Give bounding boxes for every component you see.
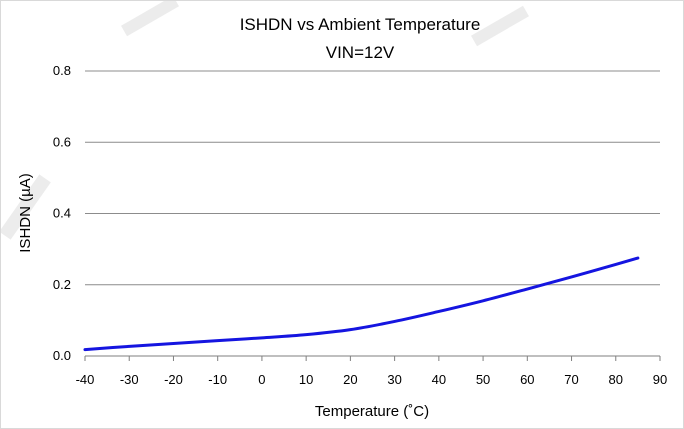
x-tick-label: 30 xyxy=(387,372,401,387)
x-tick-label: -10 xyxy=(208,372,227,387)
x-axis-label: Temperature (˚C) xyxy=(315,403,429,420)
y-tick-label: 0.2 xyxy=(53,277,71,292)
x-tick-label: 20 xyxy=(343,372,357,387)
x-tick-label: 50 xyxy=(476,372,490,387)
series-line-0 xyxy=(83,256,640,352)
y-tick-label: 0.4 xyxy=(53,206,71,221)
y-tick-label: 0.8 xyxy=(53,63,71,78)
chart-subtitle: VIN=12V xyxy=(326,43,395,62)
grid-lines xyxy=(85,70,660,286)
x-tick-label: -30 xyxy=(120,372,139,387)
x-tick-label: 80 xyxy=(609,372,623,387)
x-tick-label: -20 xyxy=(164,372,183,387)
x-tick-label: 40 xyxy=(432,372,446,387)
y-tick-label: 0.6 xyxy=(53,134,71,149)
y-axis-ticks: 0.0 0.2 0.4 0.6 0.8 xyxy=(53,63,71,363)
series-group xyxy=(83,256,640,352)
x-tick-label: 60 xyxy=(520,372,534,387)
x-tick-label: -40 xyxy=(76,372,95,387)
y-tick-label: 0.0 xyxy=(53,348,71,363)
chart-title: ISHDN vs Ambient Temperature xyxy=(240,15,481,34)
x-tick-label: 90 xyxy=(653,372,667,387)
x-tick-label: 0 xyxy=(258,372,265,387)
x-axis-ticks: -40 -30 -20 -10 0 10 20 30 40 50 60 70 80 90 xyxy=(76,356,667,387)
y-axis-label: ISHDN (µA) xyxy=(17,173,34,252)
x-tick-label: 10 xyxy=(299,372,313,387)
x-tick-label: 70 xyxy=(564,372,578,387)
